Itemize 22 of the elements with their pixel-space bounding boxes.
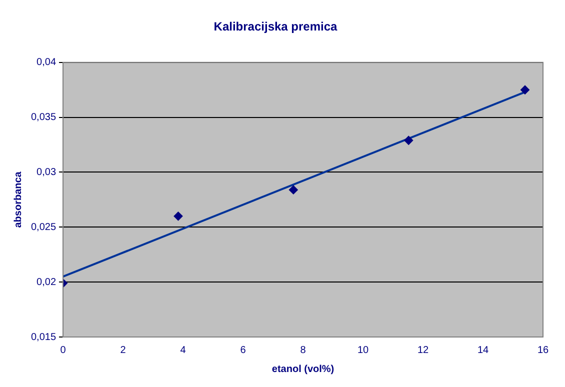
y-tick-label: 0,025 [30,222,56,233]
x-tick-label: 2 [120,344,126,356]
x-axis-title: etanol (vol%) [272,364,334,375]
chart-title: Kalibracijska premica [214,20,338,34]
point [288,185,298,194]
y-tick-label: 0,035 [30,112,56,124]
x-tick-label: 10 [357,344,370,356]
x-tick-label: 14 [477,344,489,356]
y-tick-label: 0,03 [36,166,56,178]
x-tick-label: 4 [180,344,186,356]
y-tick-label: 0,015 [30,332,56,343]
y-tick-label: 0,04 [36,57,56,68]
x-tick-label: 16 [537,344,549,356]
x-tick-label: 12 [417,344,430,356]
point [174,212,183,221]
point [520,85,530,94]
point [404,136,414,145]
y-tick-label: 0,02 [36,276,56,288]
x-tick-label: 6 [240,344,246,356]
x-tick-label: 0 [60,344,66,356]
y-axis-title: absorbanca [12,171,24,228]
x-tick-label: 8 [300,344,306,356]
